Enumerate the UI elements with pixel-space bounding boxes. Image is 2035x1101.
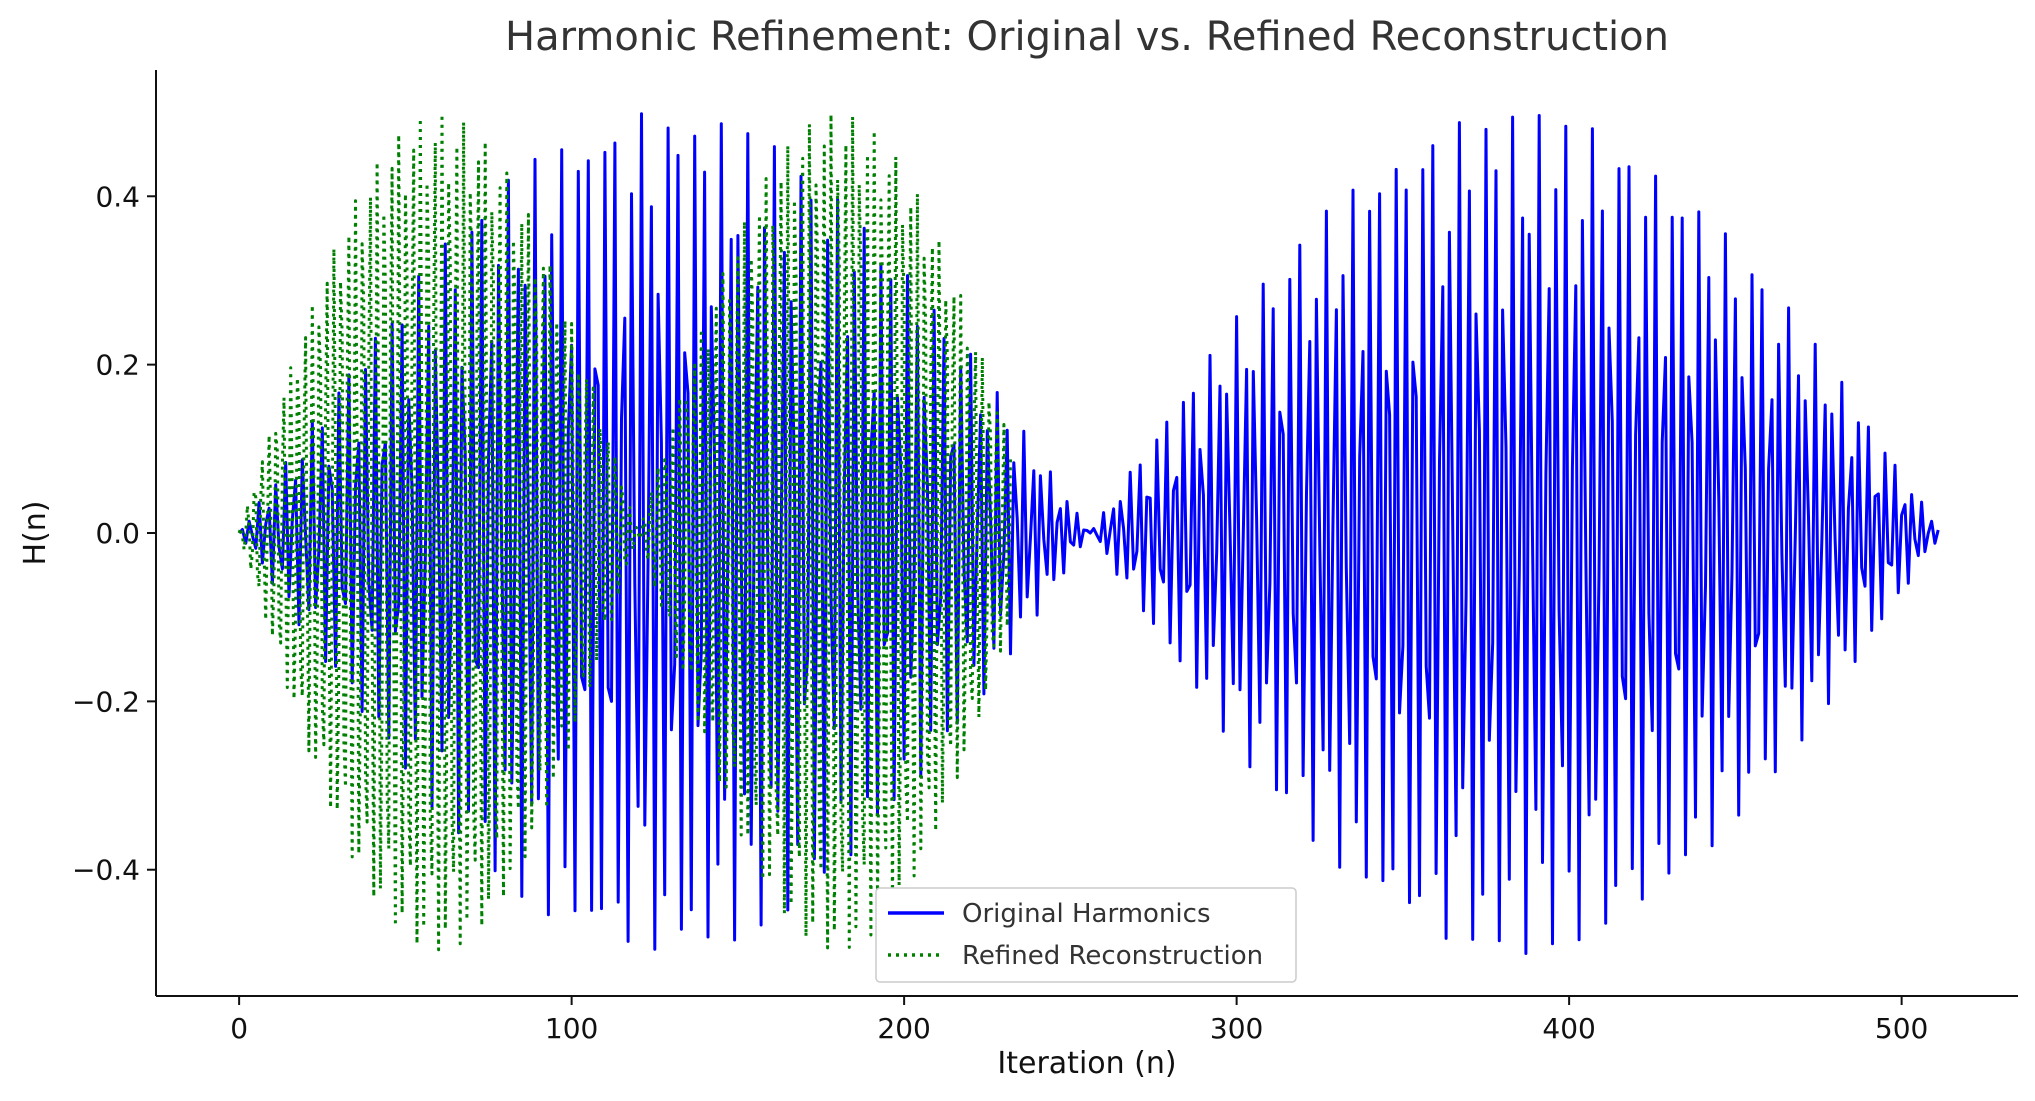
y-tick-label: −0.4 [72, 854, 140, 887]
x-tick-label: 100 [545, 1012, 598, 1045]
x-tick-label: 300 [1210, 1012, 1263, 1045]
y-tick-label: 0.4 [95, 180, 140, 213]
y-tick-label: −0.2 [72, 685, 140, 718]
legend-label-refined: Refined Reconstruction [962, 941, 1263, 971]
legend-label-original: Original Harmonics [962, 899, 1211, 929]
legend-box [875, 887, 1297, 983]
y-ticks: −0.4 −0.2 0.0 0.2 0.4 [72, 180, 156, 887]
x-ticks: 0 100 200 300 400 500 [230, 996, 1928, 1045]
plot-lines [237, 112, 1940, 955]
x-tick-label: 200 [877, 1012, 930, 1045]
x-tick-label: 0 [230, 1012, 248, 1045]
x-axis-label: Iteration (n) [997, 1046, 1176, 1081]
legend: Original Harmonics Refined Reconstructio… [875, 887, 1297, 983]
y-tick-label: 0.2 [95, 349, 140, 382]
y-tick-label: 0.0 [95, 517, 140, 550]
x-tick-label: 500 [1875, 1012, 1928, 1045]
x-tick-label: 400 [1542, 1012, 1595, 1045]
series-line-original-harmonics [238, 112, 1940, 955]
y-axis-label: H(n) [18, 501, 53, 566]
chart-title: Harmonic Refinement: Original vs. Refine… [505, 14, 1669, 60]
